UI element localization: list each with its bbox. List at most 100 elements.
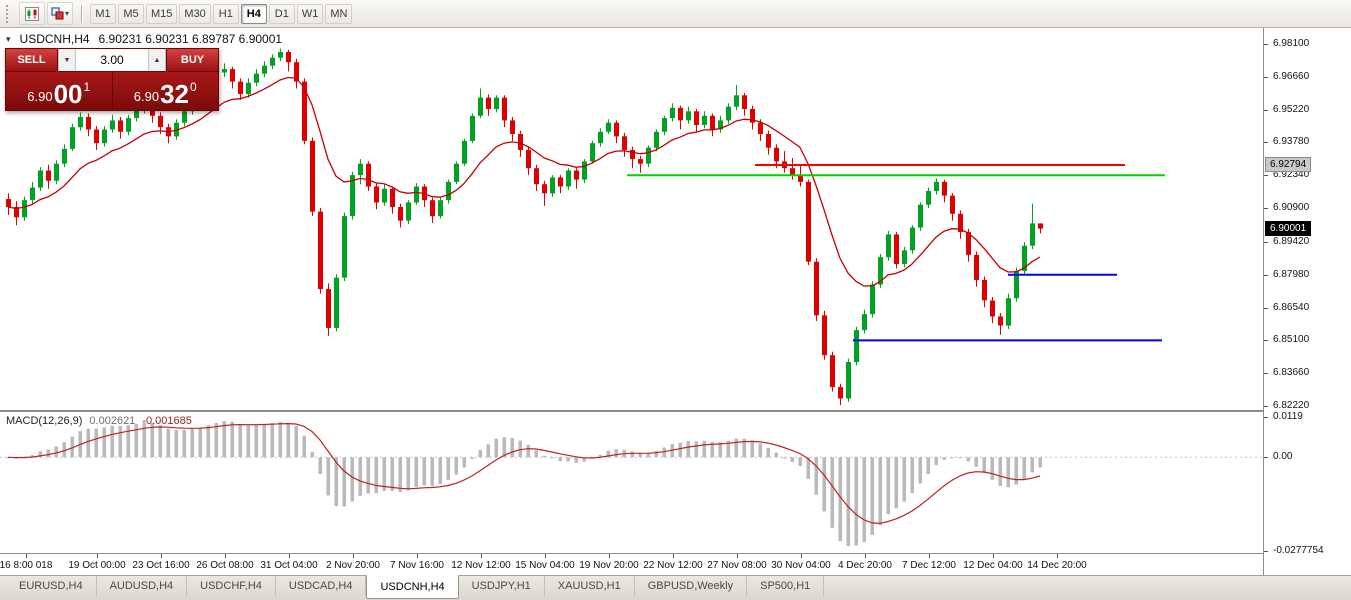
objects-list-icon[interactable]: ▾ [47,2,73,25]
price-axis-tick [1264,44,1268,45]
panel-splitter[interactable] [0,410,1263,412]
volume-input[interactable] [76,52,148,68]
price-axis-label: 6.87980 [1273,269,1310,280]
time-axis-label: 27 Nov 08:00 [707,560,767,571]
time-axis-tick [545,554,546,558]
current-price-tag: 6.90001 [1265,221,1312,236]
buy-button[interactable]: BUY [166,49,218,71]
chart-type-glyph [25,6,39,21]
ask-prefix: 6.90 [133,89,160,104]
price-axis-tick [1264,373,1268,374]
macd-axis-label: 0.0119 [1273,411,1303,422]
volume-field-wrap [76,49,148,71]
time-axis-label: 7 Nov 16:00 [390,560,444,571]
volume-decrement-button[interactable]: ▼ [58,49,76,71]
timeframe-buttons: M1 M5 M15 M30 H1 H4 D1 W1 MN [90,3,353,24]
time-axis-label: 15 Nov 04:00 [515,560,575,571]
toolbar-separator [81,4,82,23]
timeframe-m15[interactable]: M15 [146,3,178,24]
time-axis-label: 12 Dec 04:00 [963,560,1023,571]
tab-usdcad-h4[interactable]: USDCAD,H4 [276,576,367,596]
price-axis-label: 6.92340 [1273,169,1310,180]
macd-axis-label: -0.0277754 [1273,545,1324,556]
time-axis-tick [161,554,162,558]
time-axis-label: 19 Oct 00:00 [68,560,126,571]
price-axis-tick [1264,308,1268,309]
timeframe-mn[interactable]: MN [325,3,353,24]
timeframe-m1[interactable]: M1 [90,3,116,24]
price-axis-tick [1264,340,1268,341]
tab-usdchf-h4[interactable]: USDCHF,H4 [187,576,276,596]
sell-button[interactable]: SELL [6,49,58,71]
top-toolbar: ▾ M1 M5 M15 M30 H1 H4 D1 W1 MN [0,0,1351,28]
bid-pips: 00 [53,79,83,109]
macd-indicator-label: MACD(12,26,9) 0.002621 -0.001685 [6,415,192,427]
timeframe-h4[interactable]: H4 [240,3,267,24]
tab-audusd-h4[interactable]: AUDUSD,H4 [97,576,188,596]
price-axis-tick [1264,142,1268,143]
price-axis-tick [1264,406,1268,407]
tab-usdjpy-h1[interactable]: USDJPY,H1 [459,576,545,596]
price-axis-tick [1264,275,1268,276]
macd-main-value: 0.002621 [89,415,136,427]
macd-axis-tick [1264,417,1268,418]
tab-eurusd-h4[interactable]: EURUSD,H4 [6,576,97,596]
tab-usdcnh-h4[interactable]: USDCNH,H4 [366,575,459,599]
price-axis-tick [1264,175,1268,176]
price-axis-label: 6.90900 [1273,202,1310,213]
one-click-toggle-icon[interactable]: ▾ [6,33,11,44]
ask-price[interactable]: 6.90 32 0 [111,72,219,110]
line-price-tag: 6.92794 [1265,157,1312,172]
ohlc-values: 6.90231 6.90231 6.89787 6.90001 [98,32,283,46]
price-axis-tick [1264,208,1268,209]
time-axis-label: 14 Dec 20:00 [1027,560,1087,571]
timeframe-w1[interactable]: W1 [296,3,324,24]
timeframe-m30[interactable]: M30 [179,3,211,24]
macd-axis-tick [1264,551,1268,552]
one-click-trading-panel: SELL ▼ ▲ BUY 6.90 00 1 [5,48,219,111]
time-axis-tick [225,554,226,558]
bid-ask-row: 6.90 00 1 6.90 32 0 [6,71,218,110]
time-axis[interactable]: 16 8:00 018 19 Oct 00:00 23 Oct 16:00 26 Oc… [0,553,1263,575]
macd-histogram [6,421,1042,547]
macd-panel[interactable]: MACD(12,26,9) 0.002621 -0.001685 [0,412,1263,553]
price-axis-label: 6.85100 [1273,334,1310,345]
price-axis-label: 6.96660 [1273,71,1310,82]
price-axis[interactable]: 6.98100 6.96660 6.95220 6.93780 6.92340 6.909… [1263,28,1351,575]
volume-increment-button[interactable]: ▲ [148,49,166,71]
time-axis-label: 4 Dec 20:00 [838,560,892,571]
price-chart[interactable]: ▾ USDCNH,H4 6.90231 6.90231 6.89787 6.90… [0,28,1263,410]
chart-tabs-bar: EURUSD,H4 AUDUSD,H4 USDCHF,H4 USDCAD,H4 USDC… [0,575,1351,600]
price-axis-label: 6.86540 [1273,302,1310,313]
tab-gbpusd-weekly[interactable]: GBPUSD,Weekly [635,576,748,596]
timeframe-d1[interactable]: D1 [268,3,295,24]
timeframe-h1[interactable]: H1 [212,3,239,24]
time-axis-label: 19 Nov 20:00 [579,560,639,571]
moving-average-line [7,76,1041,287]
time-axis-label: 26 Oct 08:00 [196,560,254,571]
price-axis-label: 6.82220 [1273,400,1310,411]
tab-sp500-h1[interactable]: SP500,H1 [747,576,825,596]
time-axis-tick [609,554,610,558]
chart-type-icon[interactable] [19,2,45,25]
time-axis-tick [97,554,98,558]
bid-prefix: 6.90 [27,89,53,104]
trend-lines-group [627,164,1165,342]
time-axis-label: 12 Nov 12:00 [451,560,511,571]
objects-glyph [51,7,64,20]
time-axis-tick [993,554,994,558]
price-axis-label: 6.93780 [1273,136,1310,147]
macd-axis-label: 0.00 [1273,451,1293,462]
chart-title: ▾ USDCNH,H4 6.90231 6.90231 6.89787 6.90… [6,32,282,46]
timeframe-m5[interactable]: M5 [118,3,144,24]
macd-axis-tick [1264,457,1268,458]
time-axis-tick [929,554,930,558]
price-axis-tick [1264,77,1268,78]
time-axis-label: 2 Nov 20:00 [326,560,380,571]
price-axis-label: 6.95220 [1273,104,1310,115]
toolbar-grip[interactable] [6,4,12,23]
tab-xauusd-h1[interactable]: XAUUSD,H1 [545,576,635,596]
bid-price[interactable]: 6.90 00 1 [6,72,112,110]
time-axis-tick [417,554,418,558]
